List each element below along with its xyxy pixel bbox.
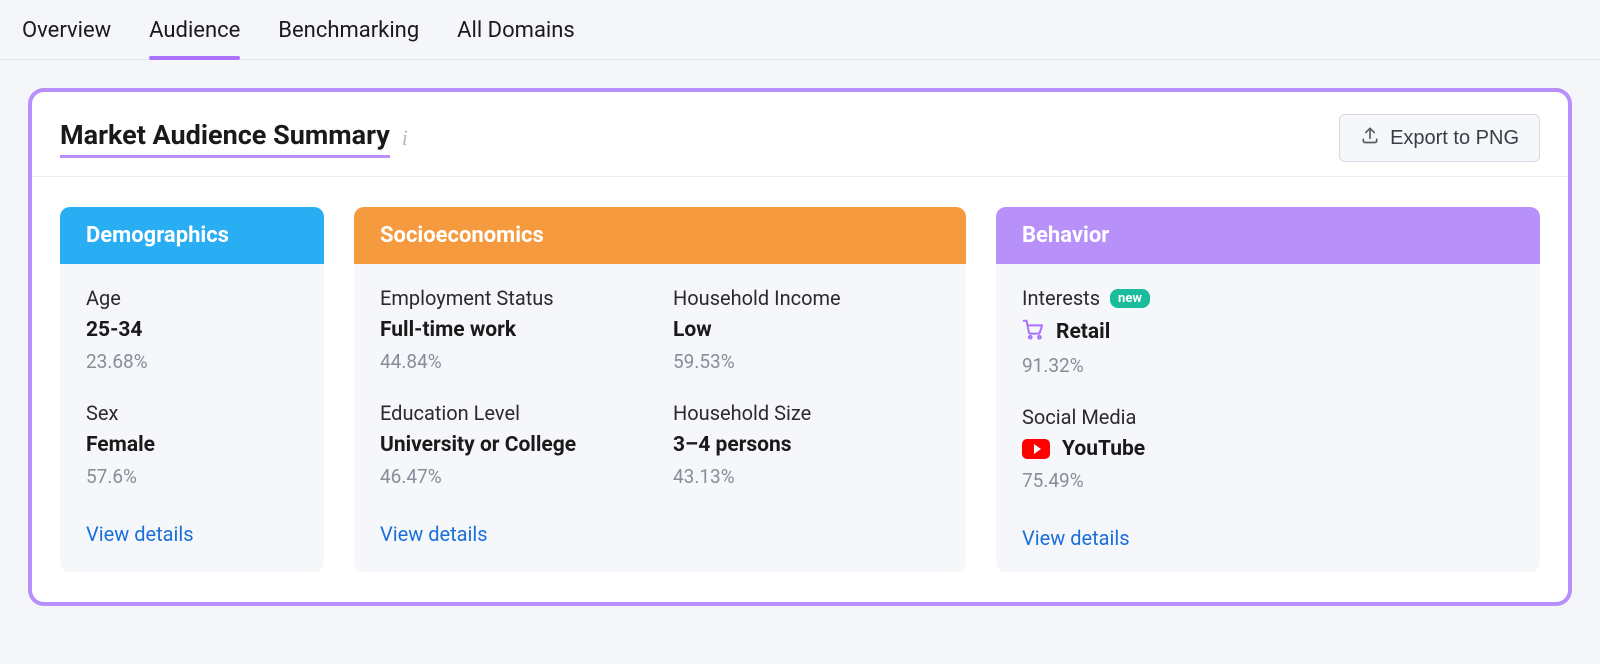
- new-badge: new: [1110, 289, 1150, 308]
- upload-icon: [1360, 125, 1380, 151]
- demographics-view-details-link[interactable]: View details: [86, 522, 194, 546]
- socio-view-details-link[interactable]: View details: [380, 522, 488, 546]
- stat-education-pct: 46.47%: [380, 465, 647, 488]
- stat-social-pct: 75.49%: [1022, 469, 1514, 492]
- stat-social-value: YouTube: [1062, 437, 1145, 461]
- tab-audience[interactable]: Audience: [149, 18, 240, 59]
- stat-employment-label: Employment Status: [380, 286, 647, 310]
- stat-age-label: Age: [86, 286, 298, 310]
- stat-hhsize-label: Household Size: [673, 401, 940, 425]
- stat-household-size: Household Size 3–4 persons 43.13%: [673, 401, 940, 488]
- tab-benchmarking[interactable]: Benchmarking: [278, 18, 419, 59]
- market-audience-panel: Market Audience Summary i Export to PNG …: [28, 88, 1572, 606]
- stat-education-label: Education Level: [380, 401, 647, 425]
- stat-employment-pct: 44.84%: [380, 350, 647, 373]
- stat-income-value: Low: [673, 318, 940, 342]
- stat-employment: Employment Status Full-time work 44.84%: [380, 286, 647, 373]
- stat-social-label: Social Media: [1022, 405, 1514, 429]
- stat-social-media: Social Media YouTube 75.49%: [1022, 405, 1514, 492]
- stat-interests-value: Retail: [1056, 320, 1110, 344]
- card-demographics: Demographics Age 25-34 23.68% Sex Female…: [60, 207, 324, 572]
- stat-interests: Interests new Retail 91.32%: [1022, 286, 1514, 377]
- stat-employment-value: Full-time work: [380, 318, 647, 342]
- stat-sex-pct: 57.6%: [86, 465, 298, 488]
- stat-hhsize-pct: 43.13%: [673, 465, 940, 488]
- stat-sex-label: Sex: [86, 401, 298, 425]
- stat-interests-label: Interests: [1022, 286, 1100, 310]
- export-label: Export to PNG: [1390, 127, 1519, 150]
- behavior-view-details-link[interactable]: View details: [1022, 526, 1130, 550]
- tab-all-domains[interactable]: All Domains: [457, 18, 575, 59]
- stat-income-label: Household Income: [673, 286, 940, 310]
- card-demographics-header: Demographics: [60, 207, 324, 264]
- stat-sex: Sex Female 57.6%: [86, 401, 298, 488]
- stat-education: Education Level University or College 46…: [380, 401, 647, 488]
- stat-age: Age 25-34 23.68%: [86, 286, 298, 373]
- tab-overview[interactable]: Overview: [22, 18, 111, 59]
- stat-age-pct: 23.68%: [86, 350, 298, 373]
- card-behavior-header: Behavior: [996, 207, 1540, 264]
- card-socio-header: Socioeconomics: [354, 207, 966, 264]
- stat-hhsize-value: 3–4 persons: [673, 433, 940, 457]
- cart-icon: [1022, 318, 1044, 346]
- card-behavior: Behavior Interests new Retail: [996, 207, 1540, 572]
- stat-education-value: University or College: [380, 433, 647, 457]
- stat-interests-pct: 91.32%: [1022, 354, 1514, 377]
- panel-title: Market Audience Summary: [60, 119, 390, 158]
- nav-tabs: Overview Audience Benchmarking All Domai…: [0, 0, 1600, 60]
- stat-income-pct: 59.53%: [673, 350, 940, 373]
- stat-income: Household Income Low 59.53%: [673, 286, 940, 373]
- card-socioeconomics: Socioeconomics Employment Status Full-ti…: [354, 207, 966, 572]
- youtube-icon: [1022, 439, 1050, 459]
- export-png-button[interactable]: Export to PNG: [1339, 114, 1540, 162]
- stat-age-value: 25-34: [86, 318, 298, 342]
- stat-sex-value: Female: [86, 433, 298, 457]
- info-icon[interactable]: i: [402, 125, 408, 151]
